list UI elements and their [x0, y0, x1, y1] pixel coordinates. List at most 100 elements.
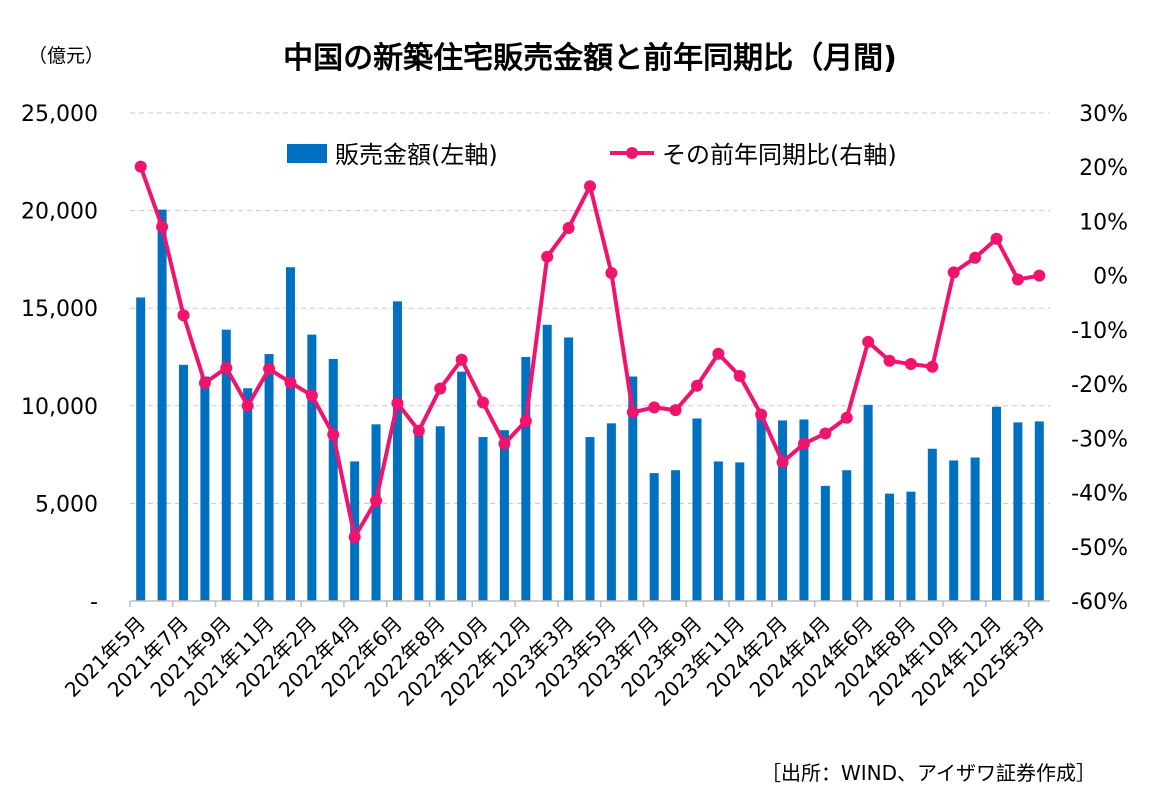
bar-1 — [157, 209, 167, 601]
bar-31 — [799, 419, 809, 601]
yoy-point-4 — [220, 361, 233, 374]
yoy-point-7 — [284, 376, 297, 389]
right-axis-ticks: -60% -50% -40% -30% -20% -10% 0% 10% 20% 30% — [1071, 102, 1128, 615]
bar-38 — [949, 460, 959, 601]
bar-22 — [606, 423, 616, 601]
yoy-point-5 — [241, 399, 254, 412]
bar-4 — [221, 329, 231, 601]
yoy-point-0 — [134, 160, 147, 173]
bar-39 — [970, 457, 980, 601]
yoy-point-11 — [370, 494, 383, 507]
yoy-point-38 — [947, 266, 960, 279]
legend-line-marker — [626, 147, 638, 159]
right-tick-7: 10% — [1079, 210, 1128, 235]
bar-37 — [927, 448, 937, 601]
yoy-point-8 — [305, 389, 318, 402]
bar-15 — [457, 371, 467, 601]
bar-19 — [542, 324, 552, 601]
yoy-line — [134, 160, 1046, 544]
right-tick-6: 0% — [1093, 265, 1128, 290]
legend-bar-swatch — [287, 144, 327, 163]
bar-8 — [307, 334, 317, 601]
yoy-point-6 — [263, 362, 276, 375]
bar-32 — [820, 485, 830, 601]
bar-3 — [200, 376, 210, 601]
right-tick-4: -20% — [1071, 373, 1128, 398]
bar-18 — [521, 357, 531, 601]
bar-41 — [1013, 422, 1023, 601]
yoy-point-22 — [605, 266, 618, 279]
x-axis: 2021年5月2021年7月2021年9月2021年11月2022年2月2022… — [60, 600, 1050, 711]
yoy-point-31 — [797, 437, 810, 450]
bar-9 — [328, 358, 338, 601]
yoy-point-30 — [776, 456, 789, 469]
right-tick-2: -40% — [1071, 482, 1128, 507]
yoy-point-20 — [562, 221, 575, 234]
bar-25 — [671, 470, 681, 601]
left-tick-4: 20,000 — [21, 200, 98, 225]
yoy-point-10 — [348, 531, 361, 544]
yoy-point-32 — [819, 427, 832, 440]
left-tick-0: - — [90, 590, 98, 615]
bars — [136, 209, 1044, 601]
yoy-point-21 — [584, 180, 596, 193]
yoy-point-17 — [498, 437, 511, 450]
bar-20 — [564, 337, 574, 601]
yoy-point-36 — [904, 358, 917, 371]
bar-21 — [585, 437, 595, 601]
yoy-point-26 — [690, 379, 703, 392]
yoy-point-28 — [733, 369, 746, 382]
bar-29 — [756, 413, 766, 601]
bar-24 — [649, 473, 659, 601]
yoy-point-1 — [156, 220, 169, 233]
bar-28 — [735, 462, 745, 601]
right-tick-8: 20% — [1079, 156, 1128, 181]
yoy-point-12 — [391, 397, 404, 410]
bar-0 — [136, 297, 146, 601]
yoy-point-33 — [840, 411, 853, 424]
chart-title: 中国の新築住宅販売金額と前年同期比（月間) — [283, 41, 897, 76]
yoy-point-29 — [755, 408, 768, 421]
yoy-point-25 — [669, 404, 682, 417]
bar-6 — [264, 354, 274, 601]
yoy-point-42 — [1033, 269, 1046, 282]
legend: 販売金額(左軸) その前年同期比(右軸) — [287, 141, 897, 169]
yoy-point-19 — [541, 250, 554, 263]
right-tick-9: 30% — [1079, 102, 1128, 127]
left-axis-ticks: - 5,000 10,000 15,000 20,000 25,000 — [21, 102, 98, 615]
yoy-point-14 — [434, 382, 447, 395]
yoy-point-13 — [412, 424, 425, 437]
yoy-point-35 — [883, 354, 896, 367]
yoy-point-16 — [477, 396, 490, 409]
legend-bar-label: 販売金額(左軸) — [335, 141, 498, 169]
yoy-point-27 — [712, 347, 725, 360]
bar-26 — [692, 418, 702, 601]
right-tick-0: -60% — [1071, 590, 1128, 615]
bar-17 — [499, 430, 509, 601]
left-tick-1: 5,000 — [35, 492, 98, 517]
yoy-point-39 — [969, 251, 982, 264]
bar-12 — [392, 301, 402, 601]
bar-40 — [992, 406, 1002, 601]
legend-line-label: その前年同期比(右軸) — [662, 141, 897, 169]
bar-2 — [178, 364, 188, 601]
left-axis-unit: （億元） — [28, 45, 104, 67]
yoy-point-18 — [519, 414, 532, 427]
bar-13 — [414, 427, 424, 601]
bar-33 — [842, 470, 852, 601]
bar-36 — [906, 491, 916, 601]
bar-16 — [478, 437, 488, 601]
yoy-point-23 — [626, 406, 639, 419]
bar-35 — [885, 493, 895, 601]
bar-5 — [243, 388, 253, 601]
source-note: ［出所：WIND、アイザワ証券作成］ — [761, 761, 1096, 785]
yoy-point-2 — [177, 309, 190, 322]
gridlines — [130, 112, 1050, 504]
yoy-point-24 — [648, 401, 661, 414]
left-tick-2: 10,000 — [21, 395, 98, 420]
yoy-point-41 — [1011, 273, 1024, 286]
bar-30 — [778, 420, 788, 601]
yoy-point-15 — [455, 353, 468, 366]
bar-42 — [1034, 421, 1044, 601]
bar-23 — [628, 376, 638, 601]
